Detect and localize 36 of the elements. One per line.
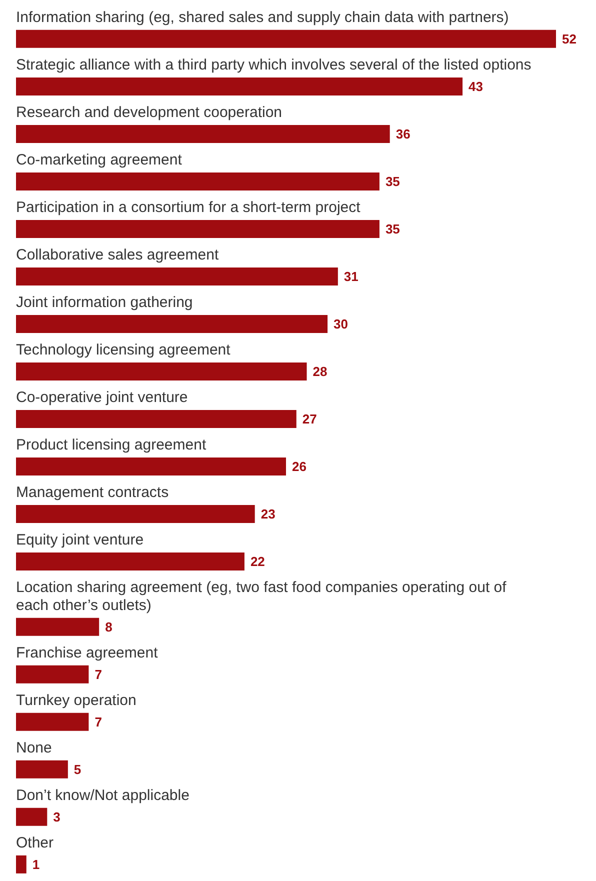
y-tick-label: Management contracts (16, 484, 169, 502)
data-label: 35 (385, 174, 400, 190)
y-tick-label: Co-operative joint venture (16, 389, 188, 406)
y-tick-label: Joint information gathering (16, 294, 193, 311)
y-tick-label: None (16, 739, 52, 756)
data-label: 43 (468, 79, 484, 94)
y-tick-label: Technology licensing agreement (16, 342, 232, 358)
data-label: 22 (250, 554, 265, 570)
data-label: 7 (94, 714, 102, 730)
y-tick-label: Co-marketing agreement (16, 151, 183, 168)
data-label: 27 (302, 412, 317, 427)
data-label: 3 (53, 810, 60, 825)
data-label: 52 (562, 32, 576, 47)
data-label: 1 (32, 857, 40, 872)
data-label: 36 (396, 126, 410, 142)
y-tick-label: Strategic alliance with a third party which involves several of the listed options (16, 56, 532, 74)
data-label: 7 (94, 666, 102, 682)
y-tick-label: Other (16, 834, 54, 852)
y-tick-label: Franchise agreement (16, 644, 159, 662)
y-tick-label: Collaborative sales agreement (16, 246, 220, 264)
y-tick-label: Participation in a consortium for a short-term project (16, 198, 362, 216)
data-label: 30 (334, 316, 348, 332)
data-label: 8 (105, 619, 112, 634)
data-label: 31 (344, 269, 358, 284)
y-tick-label: Product licensing agreement (16, 436, 207, 454)
data-label: 28 (312, 364, 328, 380)
y-tick-label: Turnkey operation (16, 692, 136, 709)
y-tick-label: Don’t know/Not applicable (16, 786, 190, 804)
data-label: 26 (292, 459, 306, 474)
y-tick-label: Information sharing (eg, shared sales and supply chain data with partners) (16, 8, 509, 26)
y-tick-label: Location sharing agreement (eg, two fast food companies operating out of each other’s outlets) (16, 578, 508, 614)
y-tick-label: Research and development cooperation (16, 104, 282, 121)
data-label: 35 (385, 222, 400, 237)
data-label: 23 (260, 506, 276, 522)
data-label: 5 (74, 762, 82, 778)
y-tick-label: Equity joint venture (16, 532, 144, 549)
